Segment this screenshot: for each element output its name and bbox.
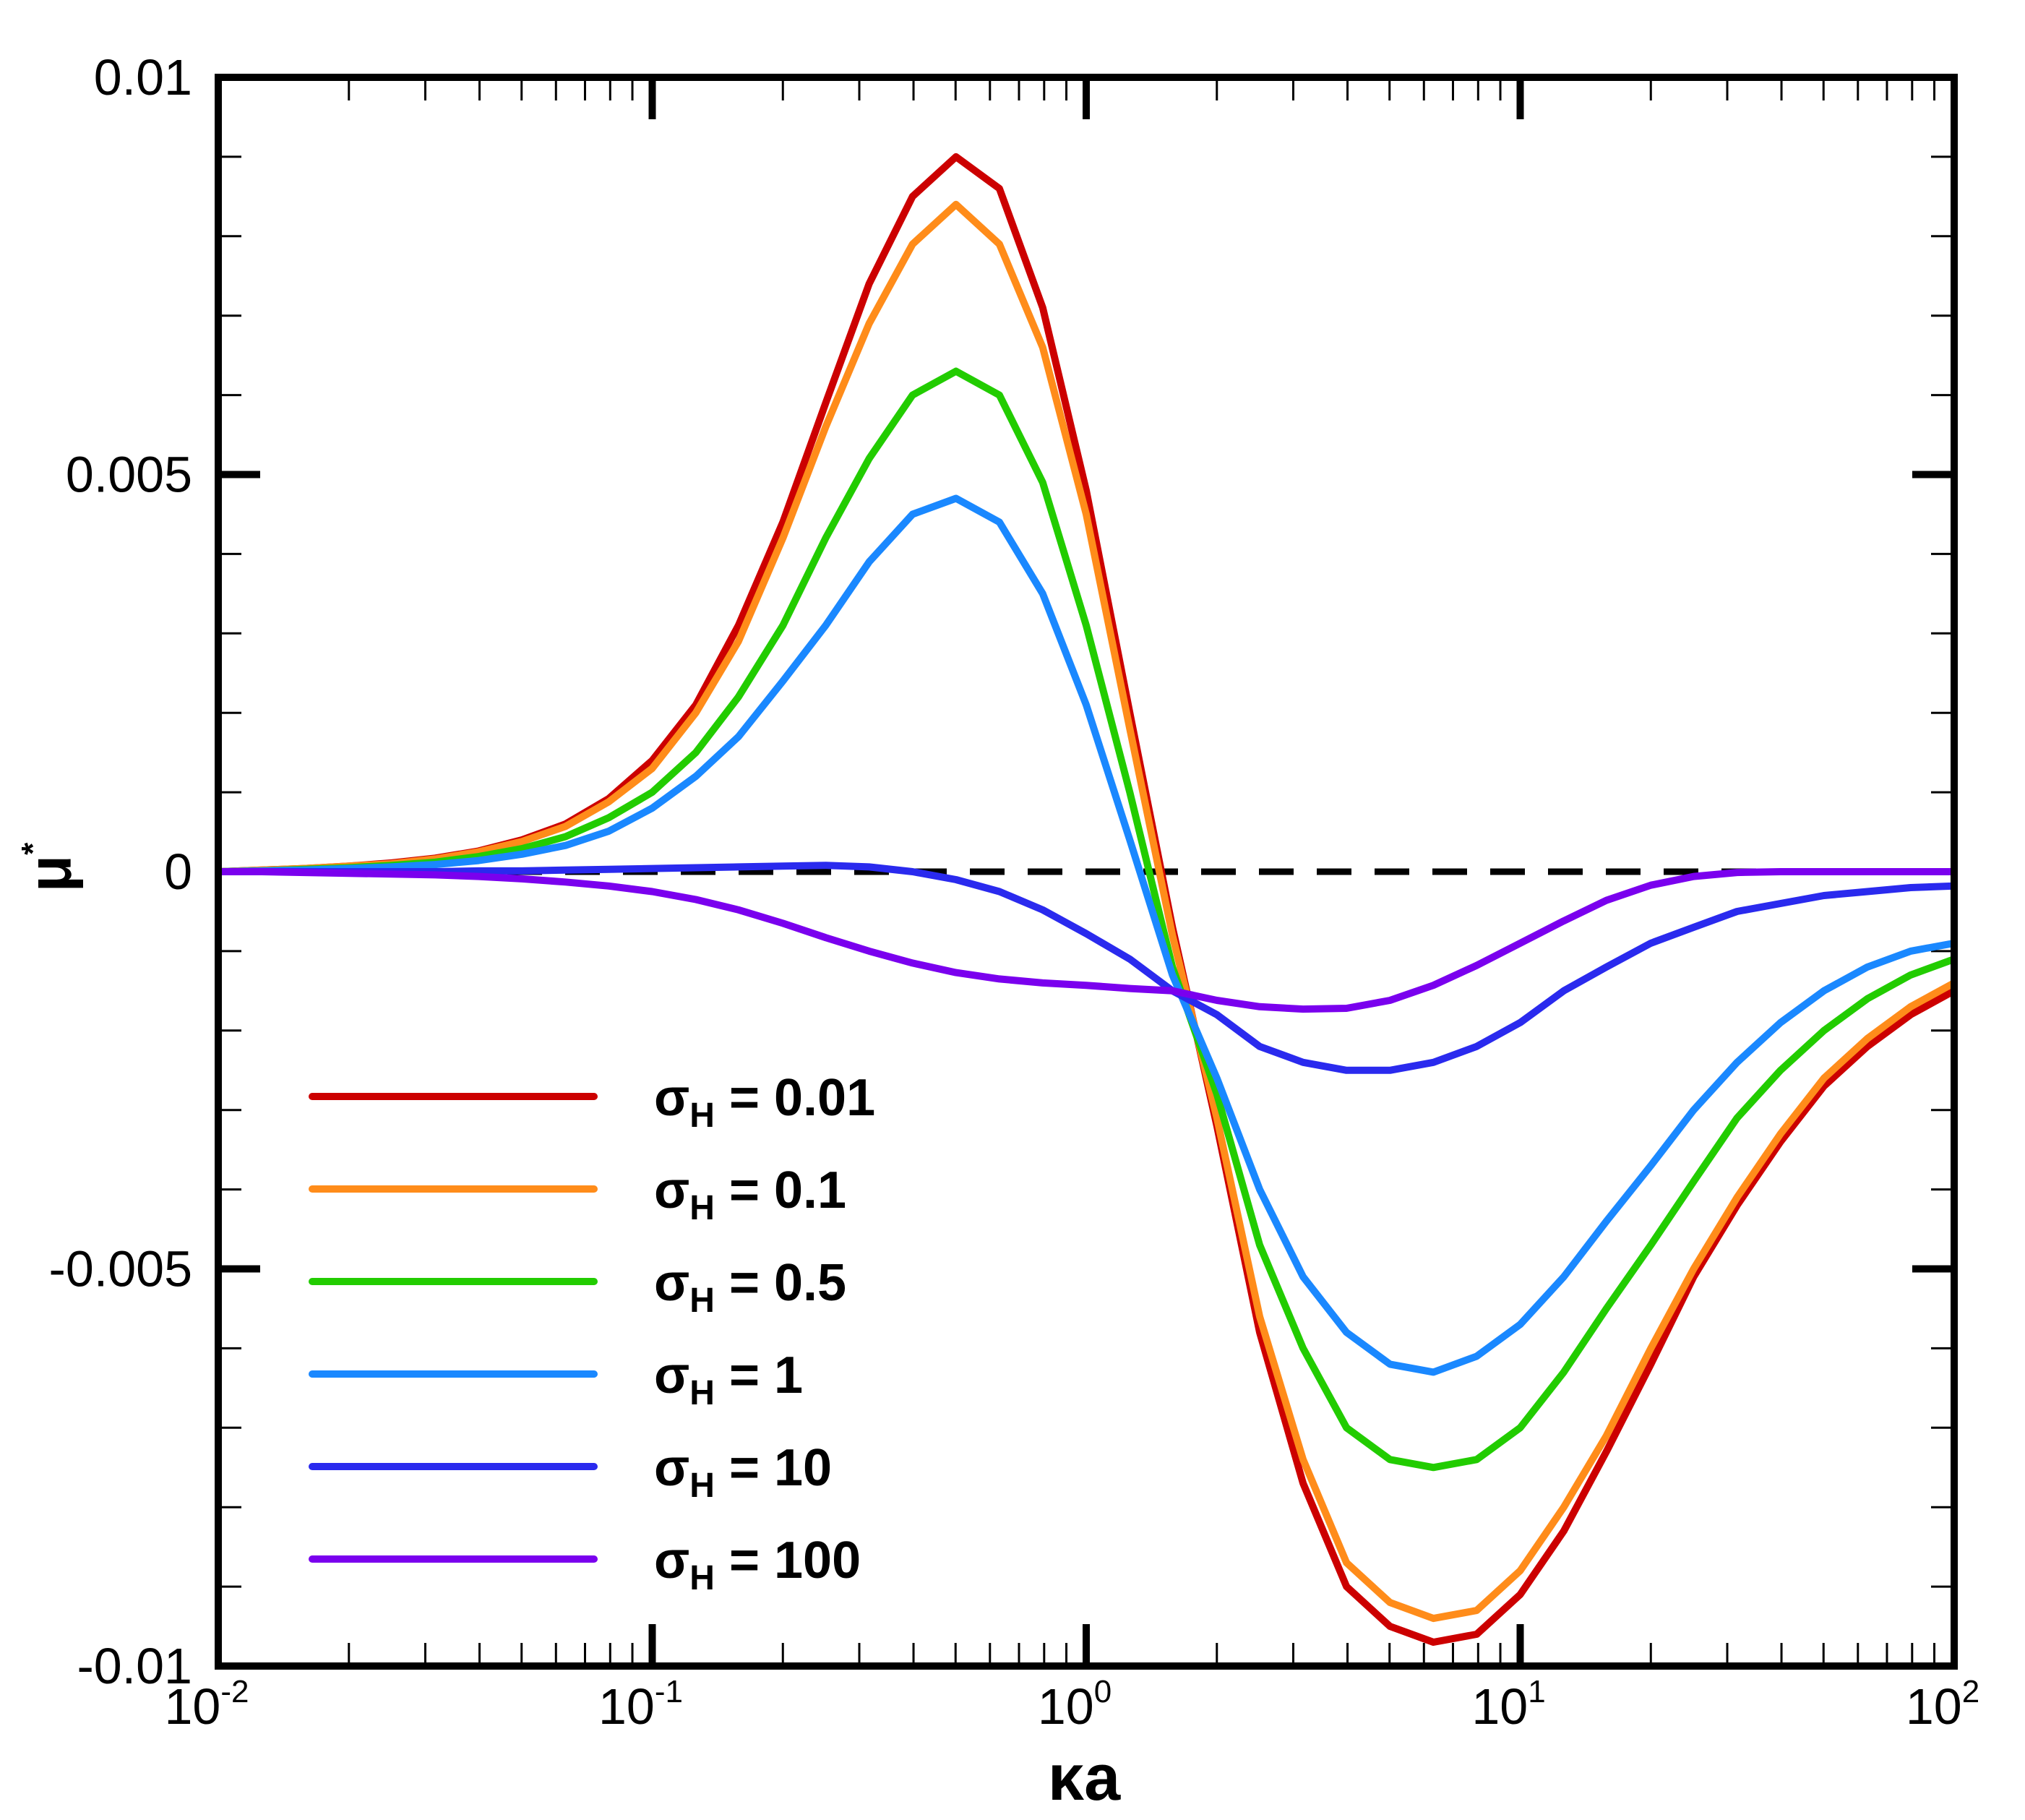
x-tick-labels: 10-2 10-1 100 101 102 xyxy=(165,1674,1980,1735)
y-tick-label: -0.005 xyxy=(49,1241,192,1297)
series-line-1 xyxy=(215,494,1958,1376)
x-tick-label: 10-2 xyxy=(165,1674,249,1735)
legend-label-0.5: σH = 0.5 xyxy=(654,1254,846,1320)
y-tick-labels: 0.01 0.005 0 -0.005 -0.01 xyxy=(49,49,192,1694)
x-tick-label: 10-1 xyxy=(598,1674,683,1735)
y-tick-label: 0.01 xyxy=(94,49,192,106)
y-tick-label: 0 xyxy=(164,844,192,900)
legend-label-100: σH = 100 xyxy=(654,1532,861,1597)
y-axis-title: μ* xyxy=(15,842,84,892)
x-tick-label: 102 xyxy=(1906,1674,1979,1735)
legend-label-10: σH = 10 xyxy=(654,1439,832,1505)
y-tick-label: -0.01 xyxy=(77,1638,192,1694)
legend-label-0.1: σH = 0.1 xyxy=(654,1162,846,1227)
series-line-100 xyxy=(215,868,1958,1013)
x-tick-label: 100 xyxy=(1038,1674,1112,1735)
series-line-0.1 xyxy=(215,200,1958,1623)
series-line-0.01 xyxy=(215,153,1958,1646)
series-lines xyxy=(215,153,1958,1646)
x-axis-title: κa xyxy=(1048,1742,1121,1814)
series-line-10 xyxy=(215,862,1958,1074)
legend-label-0.01: σH = 0.01 xyxy=(654,1069,875,1135)
legend-label-1: σH = 1 xyxy=(654,1347,803,1412)
x-tick-label: 101 xyxy=(1471,1674,1545,1735)
series-line-0.5 xyxy=(215,367,1958,1472)
plot-frame xyxy=(215,74,1958,1670)
y-tick-label: 0.005 xyxy=(66,447,192,503)
legend: σH = 0.01 σH = 0.1 σH = 0.5 σH = 1 σH = 10 σH… xyxy=(309,1069,875,1597)
axis-ticks xyxy=(215,74,1958,1670)
